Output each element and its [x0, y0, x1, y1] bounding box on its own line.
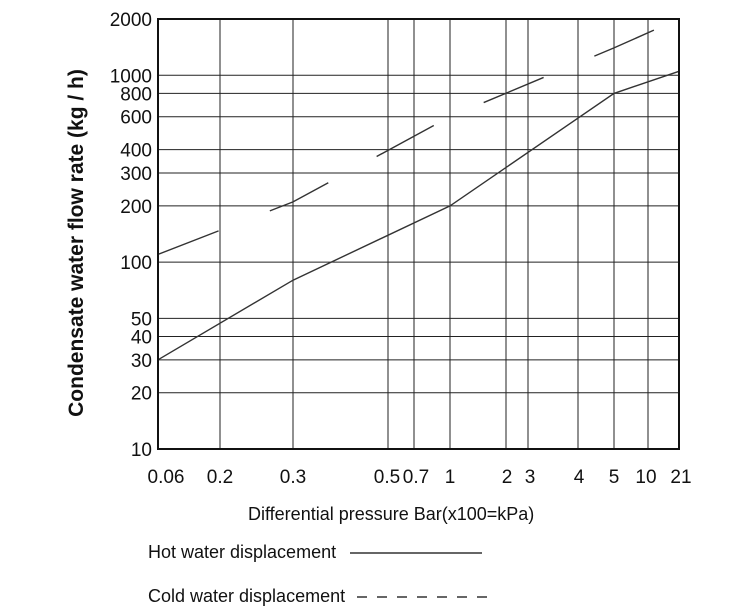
series-hot-line	[157, 70, 680, 361]
x-tick-0.06: 0.06	[148, 467, 185, 488]
y-tick-1000: 1000	[110, 66, 152, 87]
legend-item-cold: Cold water displacement	[148, 586, 495, 607]
x-tick-0.2: 0.2	[207, 467, 233, 488]
legend-item-hot: Hot water displacement	[148, 542, 488, 563]
x-tick-4: 4	[574, 467, 585, 488]
x-tick-21: 21	[670, 467, 691, 488]
legend-hot-label: Hot water displacement	[148, 542, 337, 562]
plot-frame	[157, 18, 680, 450]
x-tick-labels: 0.06 0.2 0.3 0.5 0.7 1 2 3 4 5 10 21	[148, 467, 692, 488]
x-tick-0.7: 0.7	[403, 467, 429, 488]
y-tick-40: 40	[131, 327, 152, 348]
series-cold-line	[157, 18, 680, 256]
y-tick-30: 30	[131, 351, 152, 372]
y-tick-400: 400	[120, 141, 152, 162]
y-tick-300: 300	[120, 164, 152, 185]
legend-cold-swatch	[357, 595, 490, 598]
x-axis-label: Differential pressure Bar(x100=kPa)	[248, 504, 535, 524]
y-tick-10: 10	[131, 440, 152, 461]
y-tick-20: 20	[131, 384, 152, 405]
x-tick-5: 5	[609, 467, 620, 488]
series-layer	[157, 18, 680, 361]
x-tick-0.3: 0.3	[280, 467, 306, 488]
y-tick-2000: 2000	[110, 10, 152, 31]
x-tick-2: 2	[502, 467, 513, 488]
x-tick-1: 1	[445, 467, 456, 488]
x-tick-0.5: 0.5	[374, 467, 400, 488]
horizontal-gridlines	[158, 18, 679, 450]
legend-cold-label: Cold water displacement	[148, 586, 346, 606]
y-tick-200: 200	[120, 197, 152, 218]
y-tick-800: 800	[120, 84, 152, 105]
y-tick-50: 50	[131, 309, 152, 330]
vertical-gridlines	[157, 19, 680, 449]
x-tick-10: 10	[635, 467, 656, 488]
y-tick-600: 600	[120, 108, 152, 129]
y-axis-label: Condensate water flow rate (kg / h)	[65, 69, 88, 417]
y-tick-100: 100	[120, 253, 152, 274]
x-tick-3: 3	[525, 467, 536, 488]
legend-hot-swatch	[350, 551, 483, 554]
